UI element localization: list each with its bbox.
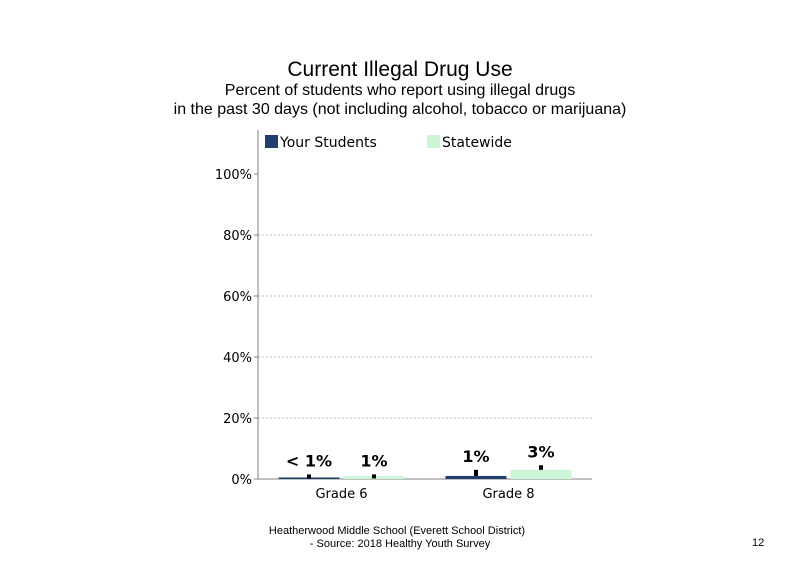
y-tick-label: 0% <box>231 473 252 488</box>
legend-swatch <box>265 135 278 148</box>
chart-subtitle-line-2: in the past 30 days (not including alcoh… <box>173 101 627 118</box>
page-number: 12 <box>752 537 765 549</box>
y-tick-label: 100% <box>215 168 252 183</box>
chart-title: Current Illegal Drug Use <box>287 58 513 81</box>
x-tick-label: Grade 6 <box>315 487 367 502</box>
data-label: 1% <box>462 447 489 466</box>
chart-subtitle-line-1: Percent of students who report using ill… <box>224 82 576 99</box>
y-tick-label: 20% <box>223 412 252 427</box>
y-tick-label: 60% <box>223 290 252 305</box>
footer-source: - Source: 2018 Healthy Youth Survey <box>309 538 491 550</box>
data-label: < 1% <box>286 451 332 470</box>
legend-label: Statewide <box>442 135 512 151</box>
legend-swatch <box>427 135 440 148</box>
data-label: 3% <box>527 442 554 461</box>
legend-label: Your Students <box>279 135 377 151</box>
error-bar <box>539 465 543 470</box>
footer-school: Heatherwood Middle School (Everett Schoo… <box>268 525 526 537</box>
x-tick-label: Grade 8 <box>482 487 534 502</box>
data-label: 1% <box>360 451 387 470</box>
error-bar <box>307 474 311 479</box>
error-bar <box>474 469 478 476</box>
error-bar <box>372 474 376 479</box>
bar <box>445 475 507 479</box>
y-tick-label: 80% <box>223 229 252 244</box>
bar <box>510 469 572 479</box>
y-tick-label: 40% <box>223 351 252 366</box>
